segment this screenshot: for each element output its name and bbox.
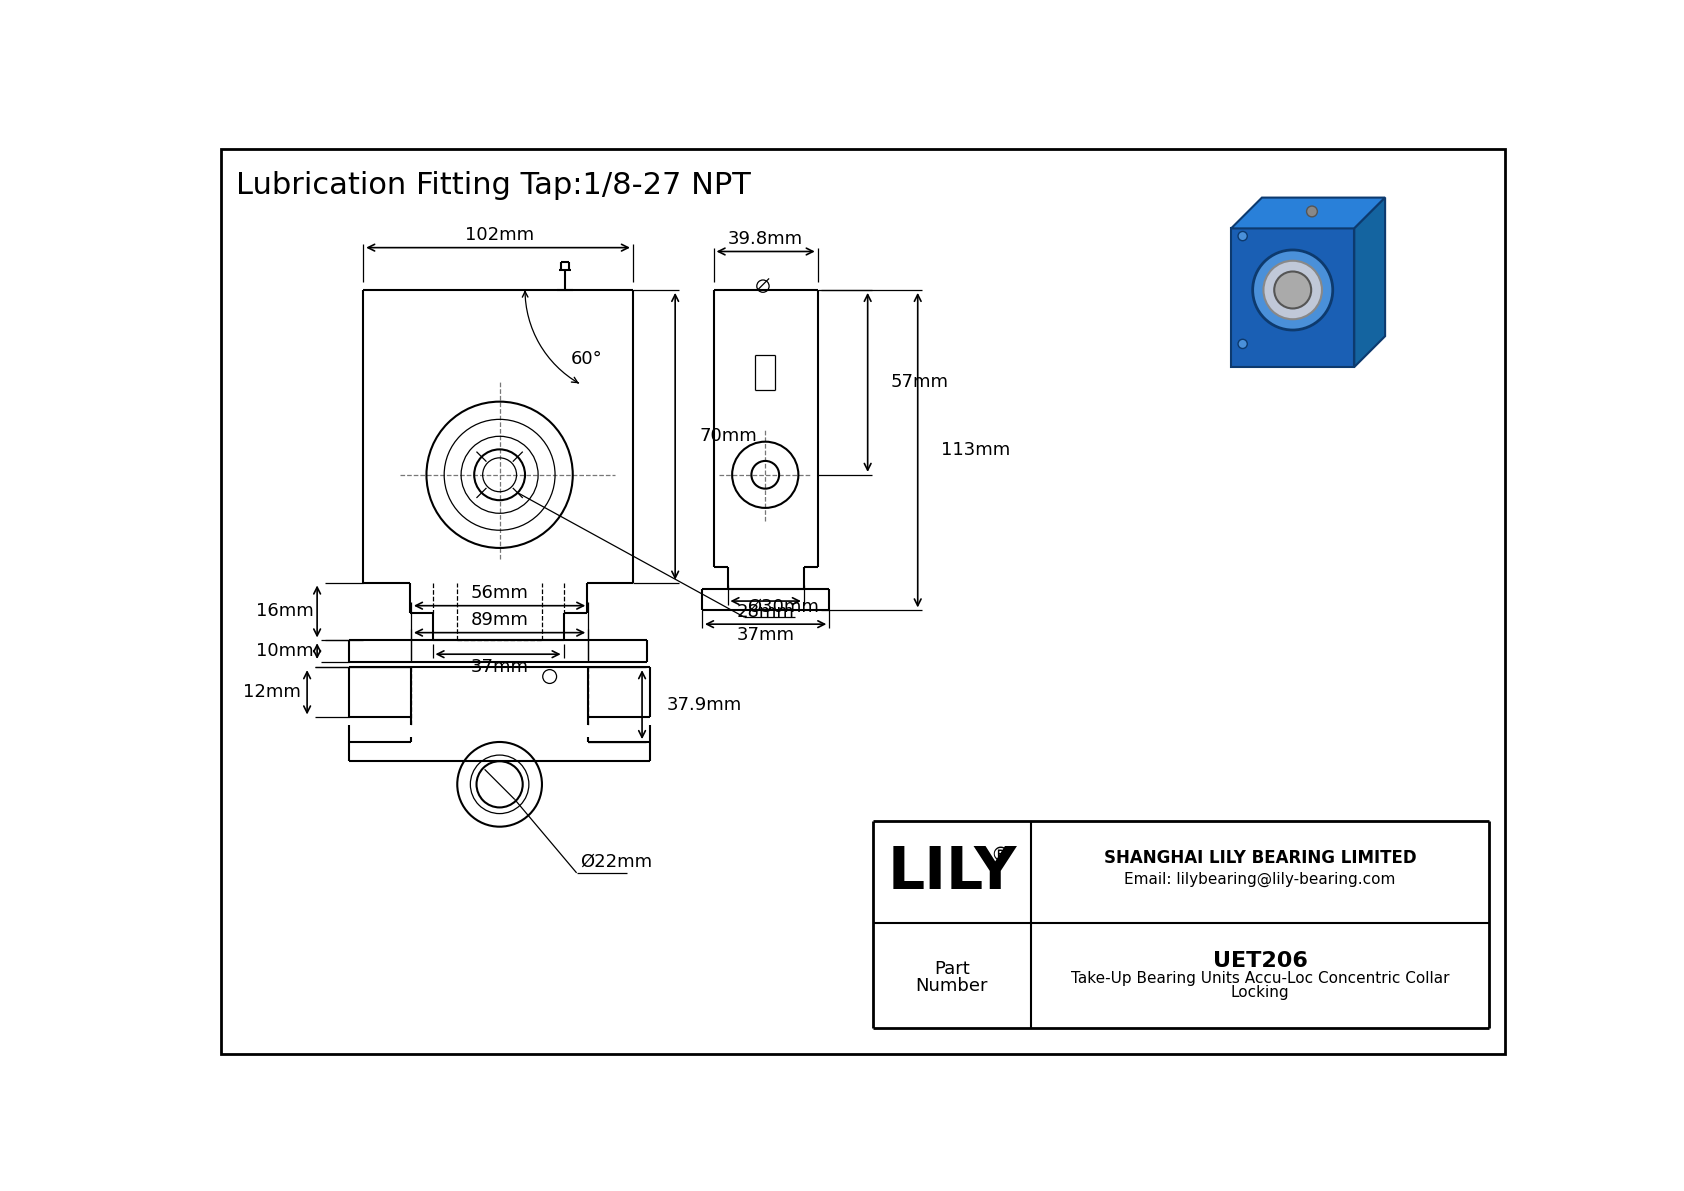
Text: Locking: Locking [1231, 985, 1290, 999]
Text: 102mm: 102mm [465, 226, 534, 244]
Text: 70mm: 70mm [701, 428, 758, 445]
Text: 89mm: 89mm [470, 611, 529, 629]
Text: UET206: UET206 [1212, 952, 1307, 972]
Polygon shape [1354, 198, 1386, 367]
Circle shape [1253, 250, 1332, 330]
Text: 37.9mm: 37.9mm [667, 696, 743, 713]
Polygon shape [1231, 229, 1354, 367]
Text: 37mm: 37mm [736, 626, 795, 644]
Text: 28mm: 28mm [736, 603, 795, 621]
Text: Number: Number [916, 977, 989, 994]
Circle shape [1263, 261, 1322, 319]
Circle shape [1238, 339, 1248, 349]
Text: Take-Up Bearing Units Accu-Loc Concentric Collar: Take-Up Bearing Units Accu-Loc Concentri… [1071, 971, 1450, 986]
Text: Part: Part [935, 960, 970, 978]
Polygon shape [1231, 198, 1386, 229]
Text: LILY: LILY [887, 843, 1017, 900]
Text: Ø22mm: Ø22mm [579, 853, 652, 871]
Circle shape [1275, 272, 1312, 308]
Text: Email: lilybearing@lily-bearing.com: Email: lilybearing@lily-bearing.com [1125, 872, 1396, 887]
Text: 56mm: 56mm [470, 585, 529, 603]
Text: 10mm: 10mm [256, 642, 313, 660]
Text: 57mm: 57mm [891, 374, 948, 392]
Text: ®: ® [990, 846, 1009, 865]
Circle shape [1307, 206, 1317, 217]
Text: Lubrication Fitting Tap:1/8-27 NPT: Lubrication Fitting Tap:1/8-27 NPT [236, 170, 751, 200]
Text: 113mm: 113mm [941, 441, 1010, 460]
Text: 60°: 60° [571, 350, 603, 368]
Text: 12mm: 12mm [242, 684, 301, 701]
Text: Ø30mm: Ø30mm [748, 598, 820, 616]
Text: 37mm: 37mm [470, 657, 529, 675]
Text: 16mm: 16mm [256, 603, 313, 621]
Text: SHANGHAI LILY BEARING LIMITED: SHANGHAI LILY BEARING LIMITED [1103, 849, 1416, 867]
Circle shape [1238, 231, 1248, 241]
Text: 39.8mm: 39.8mm [727, 230, 803, 248]
